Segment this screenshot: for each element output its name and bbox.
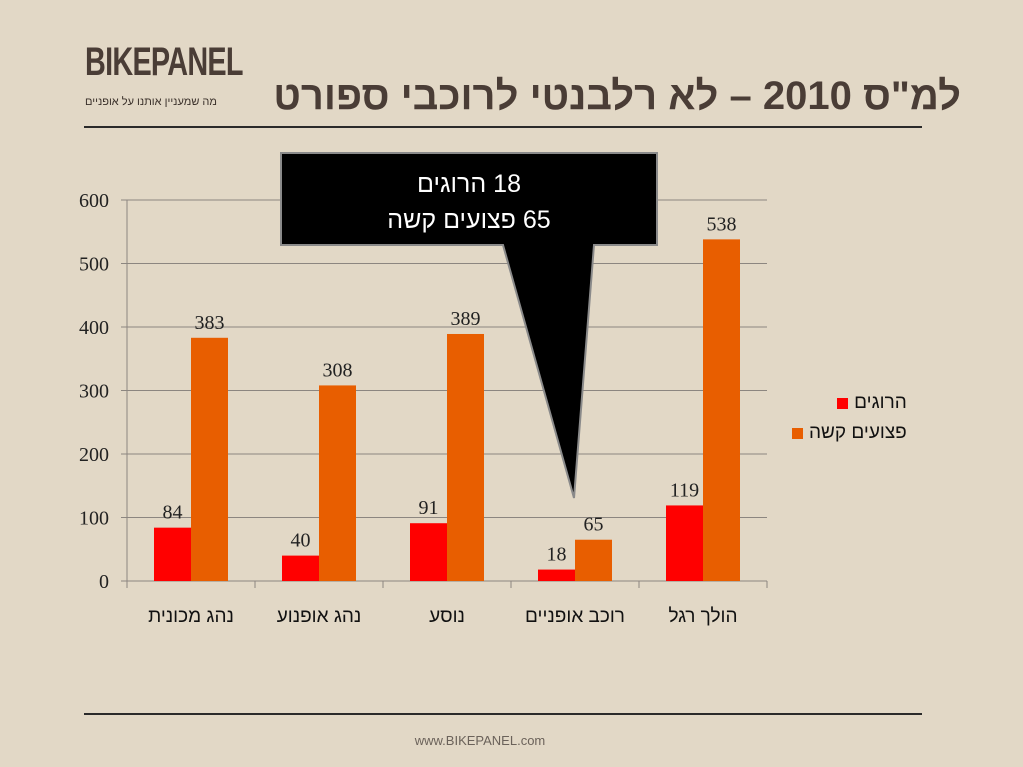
- data-label: 65: [584, 514, 604, 536]
- data-label: 40: [291, 530, 311, 552]
- data-label: 91: [419, 497, 439, 519]
- data-label: 308: [323, 359, 353, 381]
- header-divider: [84, 126, 922, 128]
- brand-tagline: מה שמעניין אותנו על אופניים: [85, 96, 217, 108]
- bar: [319, 385, 356, 581]
- category-label: נוסע: [429, 606, 465, 627]
- y-tick-label: 500: [79, 254, 109, 276]
- bar: [538, 569, 575, 581]
- bar: [191, 337, 228, 581]
- data-label: 18: [547, 544, 567, 566]
- y-tick-label: 0: [99, 571, 109, 593]
- callout-line-2: 65 פצועים קשה: [387, 206, 551, 234]
- callout-text: 18 הרוגים 65 פצועים קשה: [282, 166, 656, 238]
- chart-legend: הרוגים פצועים קשה: [792, 388, 907, 448]
- category-label: נהג מכונית: [148, 606, 234, 627]
- brand-logo: BIKEPANEL: [85, 40, 244, 84]
- y-tick-label: 200: [79, 444, 109, 466]
- callout-bubble: [280, 152, 658, 499]
- data-label: 383: [195, 312, 225, 334]
- legend-swatch-injured: [792, 427, 803, 439]
- bar: [447, 333, 484, 581]
- y-tick-label: 300: [79, 381, 109, 403]
- legend-label-deaths: הרוגים: [854, 392, 907, 413]
- bar: [703, 239, 740, 581]
- footer-divider: [84, 713, 922, 715]
- legend-item-injured: פצועים קשה: [792, 418, 907, 448]
- data-label: 389: [451, 308, 481, 330]
- data-label: 84: [163, 502, 183, 524]
- y-tick-label: 400: [79, 317, 109, 339]
- bar: [154, 527, 191, 581]
- category-label: הולך רגל: [668, 606, 737, 627]
- y-tick-label: 600: [79, 190, 109, 212]
- data-label: 538: [707, 213, 737, 235]
- category-label: רוכב אופניים: [525, 606, 625, 627]
- bar: [410, 523, 447, 581]
- legend-swatch-deaths: [837, 397, 849, 409]
- legend-item-deaths: הרוגים: [792, 388, 907, 418]
- bar: [575, 539, 612, 581]
- data-label: 119: [670, 479, 699, 501]
- legend-label-injured: פצועים קשה: [809, 422, 907, 443]
- page-title: למ"ס 2010 – לא רלבנטי לרוכבי ספורט: [273, 74, 961, 118]
- bar: [666, 505, 703, 581]
- callout-line-1: 18 הרוגים: [417, 170, 521, 198]
- y-tick-label: 100: [79, 508, 109, 530]
- bar: [282, 555, 319, 581]
- category-label: נהג אופנוע: [277, 606, 362, 627]
- footer-url: www.BIKEPANEL.com: [414, 733, 546, 748]
